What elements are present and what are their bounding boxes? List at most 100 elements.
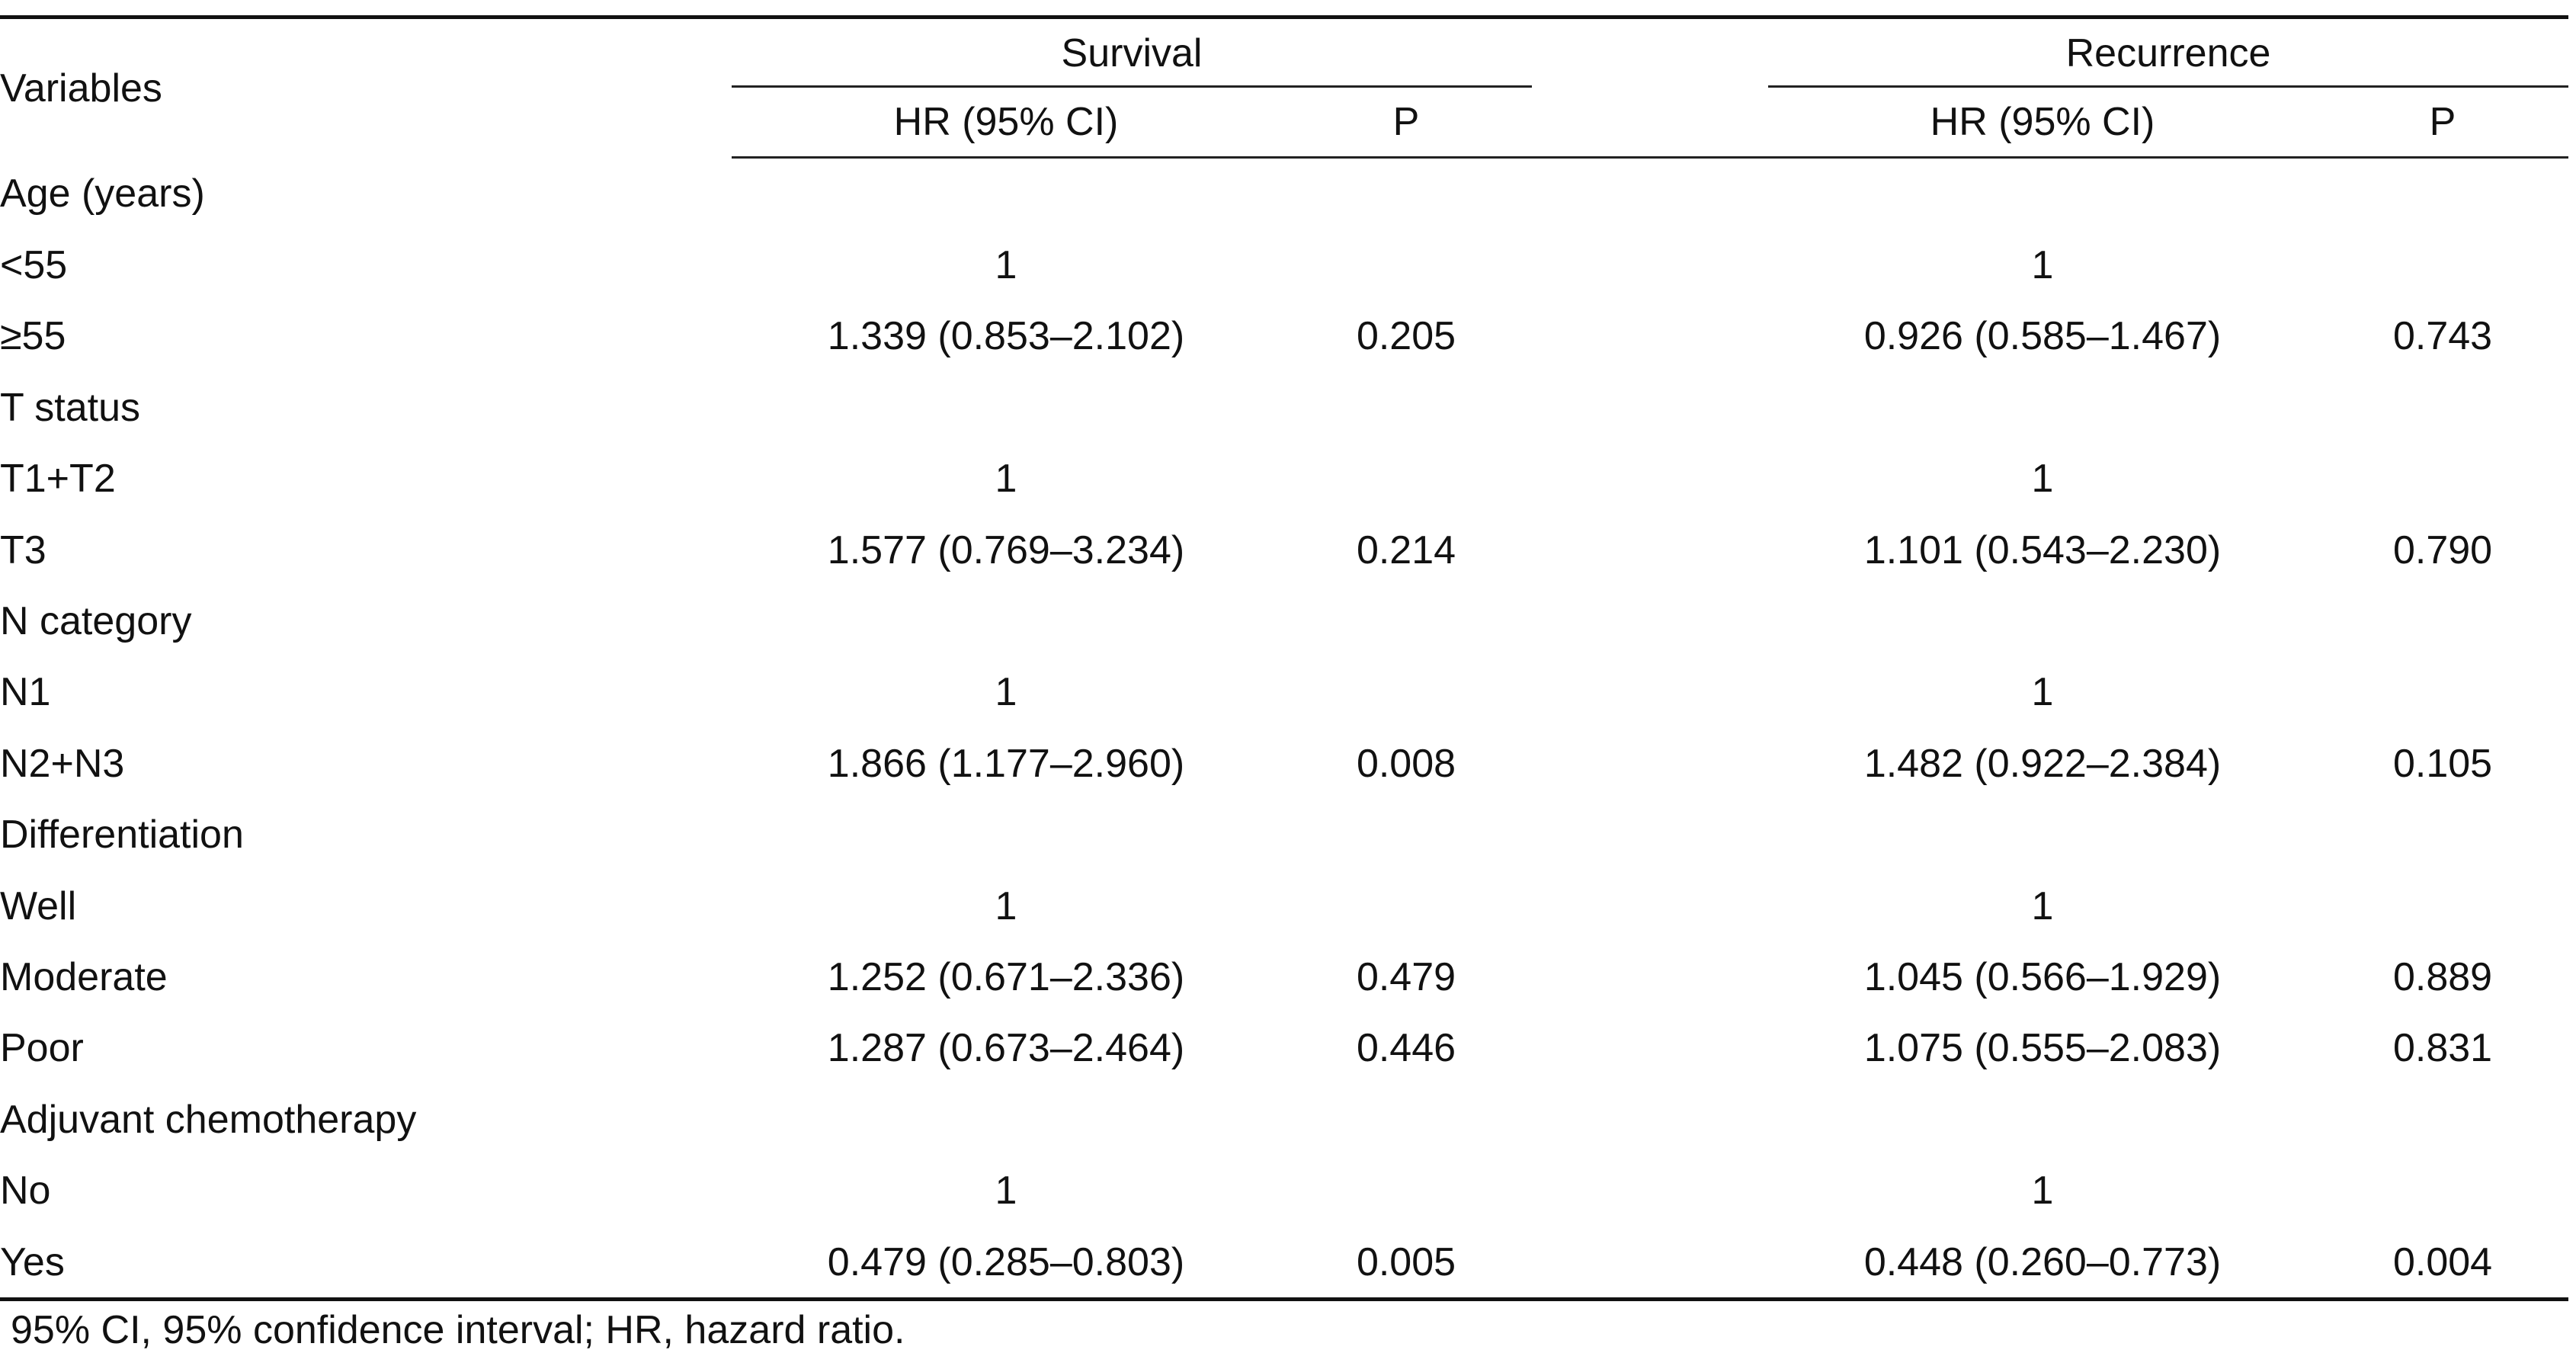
gap-cell — [1532, 301, 1768, 372]
variable-cell: N category — [0, 599, 192, 644]
table-row-level: Well 1 1 — [0, 870, 2568, 941]
survival-hr-cell — [732, 158, 1280, 230]
table-row-level: N1 1 1 — [0, 657, 2568, 728]
recurrence-p-header: P — [2317, 88, 2569, 159]
table-row-category: T status — [0, 372, 2568, 443]
table-row-level: Poor 1.287 (0.673–2.464) 0.446 1.075 (0.555… — [0, 1013, 2568, 1084]
variable-cell: Adjuvant chemotherapy — [0, 1097, 417, 1142]
recurrence-p-cell — [2317, 657, 2568, 728]
header-row-subcolumns: HR (95% CI) P HR (95% CI) P — [0, 88, 2569, 159]
gap-cell — [1532, 1013, 1768, 1084]
survival-p-cell — [1280, 585, 1532, 656]
recurrence-hr-cell: 1 — [2031, 243, 2054, 288]
variable-cell: Differentiation — [0, 813, 244, 858]
survival-hr-cell — [732, 1084, 1280, 1155]
survival-p-cell — [1280, 444, 1532, 515]
table-row-category: Adjuvant chemotherapy — [0, 1084, 2568, 1155]
variable-cell: T1+T2 — [0, 457, 116, 502]
recurrence-hr-cell — [1768, 158, 2317, 230]
table-row-level: <55 1 1 — [0, 229, 2568, 300]
hazard-ratio-table: Variables Survival Recurrence HR (95% CI… — [0, 15, 2569, 1302]
survival-p-cell — [1280, 229, 1532, 300]
survival-p-cell: 0.205 — [1356, 314, 1456, 359]
table-row-level: N2+N3 1.866 (1.177–2.960) 0.008 1.482 (0.92… — [0, 728, 2568, 799]
survival-hr-cell: 1.866 (1.177–2.960) — [827, 741, 1185, 786]
recurrence-p-cell — [2317, 372, 2568, 443]
recurrence-hr-cell — [1768, 800, 2317, 870]
recurrence-p-cell — [2317, 1084, 2568, 1155]
gap-cell — [1532, 941, 1768, 1012]
survival-hr-cell: 1 — [995, 883, 1017, 928]
variable-cell: Moderate — [0, 954, 168, 999]
survival-hr-header: HR (95% CI) — [732, 88, 1280, 159]
table-row-level: Moderate 1.252 (0.671–2.336) 0.479 1.045 (0… — [0, 941, 2568, 1012]
recurrence-p-cell: 0.004 — [2317, 1226, 2569, 1302]
recurrence-p-cell — [2317, 229, 2568, 300]
recurrence-hr-cell: 1 — [2031, 883, 2054, 928]
survival-p-cell: 0.479 — [1356, 954, 1456, 999]
survival-hr-cell: 1 — [995, 670, 1017, 715]
recurrence-group-header: Recurrence — [1768, 15, 2569, 88]
table-body: Age (years) <55 1 1 ≥55 1.339 (0.853–2.102) 0.… — [0, 158, 2569, 1302]
recurrence-p-cell — [2317, 158, 2568, 230]
variable-cell: N1 — [0, 670, 51, 715]
survival-header-label: Survival — [1061, 31, 1203, 75]
header-gap — [1532, 15, 1769, 88]
recurrence-hr-cell: 1.075 (0.555–2.083) — [1863, 1026, 2222, 1071]
subheader-gap — [1532, 88, 1769, 159]
survival-hr-cell — [732, 800, 1280, 870]
survival-hr-cell: 0.479 (0.285–0.803) — [732, 1226, 1280, 1302]
survival-p-cell — [1280, 158, 1532, 230]
table-row-level: Yes 0.479 (0.285–0.803) 0.005 0.448 (0.260–… — [0, 1226, 2569, 1302]
recurrence-p-cell — [2317, 444, 2568, 515]
gap-cell — [1532, 728, 1768, 799]
table-row-level: No 1 1 — [0, 1155, 2568, 1226]
survival-hr-cell: 1.339 (0.853–2.102) — [827, 314, 1185, 359]
recurrence-p-cell — [2317, 800, 2568, 870]
recurrence-p-cell — [2317, 1155, 2568, 1226]
recurrence-p-cell: 0.790 — [2392, 527, 2493, 572]
recurrence-hr-cell — [1768, 585, 2317, 656]
recurrence-p-cell — [2317, 870, 2568, 941]
survival-hr-cell: 1 — [995, 1169, 1017, 1214]
survival-p-cell — [1280, 372, 1532, 443]
gap-cell — [1532, 1226, 1769, 1302]
table-row-level: T1+T2 1 1 — [0, 444, 2568, 515]
survival-hr-cell: 1.252 (0.671–2.336) — [827, 954, 1185, 999]
survival-hr-cell: 1.577 (0.769–3.234) — [827, 527, 1185, 572]
recurrence-hr-cell: 1 — [2031, 457, 2054, 502]
table-row-level: T3 1.577 (0.769–3.234) 0.214 1.101 (0.543–2… — [0, 515, 2568, 585]
variable-cell: Yes — [0, 1226, 732, 1302]
header-row-groups: Variables Survival Recurrence — [0, 15, 2569, 158]
recurrence-p-cell: 0.105 — [2392, 741, 2493, 786]
table-header: Variables Survival Recurrence HR (95% CI… — [0, 15, 2569, 159]
table-row-category: N category — [0, 585, 2568, 656]
gap-cell — [1532, 158, 1768, 230]
recurrence-hr-cell: 0.926 (0.585–1.467) — [1863, 314, 2222, 359]
gap-cell — [1532, 515, 1768, 585]
survival-hr-cell: 1 — [995, 243, 1017, 288]
results-table-container: Variables Survival Recurrence HR (95% CI… — [0, 15, 2576, 1353]
gap-cell — [1532, 1084, 1768, 1155]
gap-cell — [1532, 800, 1768, 870]
survival-p-header: P — [1280, 88, 1533, 159]
recurrence-p-cell: 0.889 — [2392, 954, 2493, 999]
survival-p-cell: 0.008 — [1356, 741, 1456, 786]
recurrence-header-label: Recurrence — [2065, 31, 2271, 75]
recurrence-hr-cell: 0.448 (0.260–0.773) — [1768, 1226, 2318, 1302]
gap-cell — [1532, 1155, 1768, 1226]
variable-cell: N2+N3 — [0, 741, 125, 786]
survival-p-cell — [1280, 1155, 1532, 1226]
table-row-category: Differentiation — [0, 800, 2568, 870]
recurrence-hr-cell: 1.045 (0.566–1.929) — [1863, 954, 2222, 999]
survival-hr-cell: 1.287 (0.673–2.464) — [827, 1026, 1185, 1071]
recurrence-hr-cell: 1.101 (0.543–2.230) — [1863, 527, 2222, 572]
gap-cell — [1532, 229, 1768, 300]
recurrence-p-cell — [2317, 585, 2568, 656]
recurrence-p-cell: 0.831 — [2392, 1026, 2493, 1071]
survival-group-header: Survival — [732, 15, 1533, 88]
recurrence-hr-cell — [1768, 1084, 2317, 1155]
survival-p-cell — [1280, 870, 1532, 941]
survival-p-cell: 0.446 — [1356, 1026, 1456, 1071]
variable-cell: ≥55 — [0, 314, 66, 359]
